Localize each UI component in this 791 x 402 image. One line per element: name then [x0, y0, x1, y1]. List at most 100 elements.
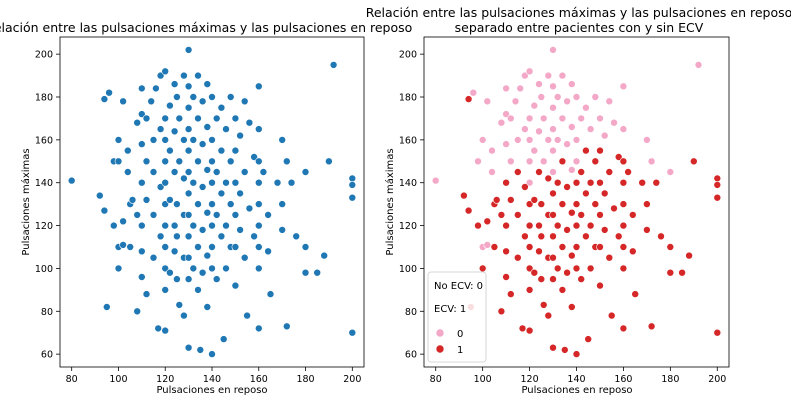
chart-right-point-ecv-1 [624, 168, 632, 176]
chart-left-x-ticks: 80 100 120 140 160 180 200 [66, 367, 361, 385]
chart-right-point-ecv-0 [525, 114, 534, 123]
chart-left-point [208, 264, 216, 273]
chart-right-point-ecv-1 [631, 290, 640, 298]
chart-right-point-ecv-1 [713, 174, 722, 183]
chart-right-point-ecv-0 [549, 146, 557, 155]
chart-right-point-ecv-1 [619, 221, 628, 230]
chart-right-point-ecv-1 [643, 200, 651, 208]
chart-left-point [203, 80, 212, 88]
chart-right-y-ticks: 60 80 100 120 140 160 180 200 [399, 50, 424, 361]
chart-right-point-ecv-1 [713, 181, 722, 189]
chart-right-point-ecv-1 [607, 311, 616, 320]
chart-left-point [203, 208, 212, 217]
chart-left-point [161, 67, 169, 76]
chart-right-point-ecv-0 [511, 97, 520, 106]
chart-right-point-ecv-0 [478, 136, 487, 144]
chart-left-y-tick-label: 100 [35, 264, 53, 275]
chart-right-point-ecv-1 [513, 253, 522, 262]
chart-right-point-ecv-1 [521, 183, 529, 191]
chart-left-point [184, 46, 193, 54]
chart-left-point [208, 136, 216, 144]
chart-left-point [184, 103, 193, 112]
chart-right-point-ecv-1 [596, 281, 604, 290]
chart-left-point [184, 253, 193, 262]
chart-left-point [184, 146, 193, 155]
chart-right-point-ecv-1 [619, 243, 628, 251]
chart-right-point-ecv-0 [577, 114, 586, 123]
chart-left-point [240, 168, 249, 176]
chart-right-point-ecv-1 [539, 301, 548, 309]
chart-right-point-ecv-1 [464, 206, 473, 215]
chart-left-point [119, 217, 127, 226]
chart-right-point-ecv-1 [544, 174, 553, 183]
chart-left-point [231, 211, 240, 219]
chart-right-point-ecv-1 [614, 153, 623, 161]
chart-right-point-ecv-1 [525, 243, 534, 251]
chart-left-point [161, 326, 169, 335]
chart-left-point [264, 247, 272, 256]
chart-right-point-ecv-1 [643, 226, 651, 234]
chart-right-point-ecv-1 [657, 232, 665, 241]
chart-left-point [149, 168, 158, 176]
chart-right-point-ecv-1 [638, 178, 647, 187]
chart-left-point [161, 178, 169, 187]
chart-left-point [184, 82, 193, 91]
chart-left-point [236, 226, 244, 234]
chart-right-y-tick-label: 120 [399, 221, 417, 232]
chart-right-x-tick-label: 160 [614, 374, 632, 385]
legend-entry-0: 0 [457, 329, 463, 340]
chart-left-point [231, 243, 240, 251]
chart-right-point-ecv-1 [537, 200, 546, 208]
chart-left-point [154, 324, 162, 333]
chart-right-point-ecv-1 [591, 200, 600, 208]
chart-left-point [243, 311, 251, 320]
chart-right-point-ecv-0 [553, 93, 562, 101]
chart-left-point [240, 97, 249, 106]
chart-left-point [348, 328, 357, 337]
chart-left-point [180, 174, 188, 183]
chart-left-point [170, 80, 179, 88]
chart-left-x-tick-label: 180 [296, 374, 314, 385]
legend-note-no-ecv: No ECV: 0 [434, 281, 483, 292]
chart-right-point-ecv-0 [610, 118, 618, 127]
chart-left-point [194, 157, 202, 166]
chart-left-x-tick-label: 120 [156, 374, 174, 385]
chart-left-point [278, 136, 287, 144]
chart-left-point [138, 247, 146, 256]
chart-right-point-ecv-1 [544, 311, 553, 320]
chart-right-point-ecv-1 [586, 264, 595, 273]
chart-left-title-line-1: Relación entre las pulsaciones máximas y… [0, 20, 412, 35]
chart-left-point [170, 127, 179, 136]
chart-right-point-ecv-1 [600, 226, 609, 234]
chart-left-point [266, 290, 275, 298]
chart-left-point [180, 311, 188, 320]
chart-right-point-ecv-1 [572, 221, 581, 230]
chart-left-point [142, 157, 151, 166]
chart-left-point [217, 103, 226, 112]
chart-right-point-ecv-0 [506, 114, 515, 123]
chart-right-point-ecv-1 [558, 286, 567, 294]
chart-right-point-ecv-1 [525, 221, 534, 230]
chart-right-point-ecv-1 [619, 200, 628, 208]
chart-right-point-ecv-0 [549, 82, 557, 91]
chart-left-point [100, 206, 109, 215]
chart-right-point-ecv-0 [497, 118, 506, 127]
chart-right-point-ecv-1 [560, 346, 569, 354]
chart-left-point [138, 140, 146, 148]
chart-right-point-ecv-0 [431, 176, 440, 185]
chart-right-point-ecv-0 [521, 125, 529, 133]
chart-left-point [196, 346, 205, 354]
chart-left-point [236, 189, 244, 198]
chart-right-point-ecv-1 [596, 178, 604, 187]
chart-right-point-ecv-1 [572, 178, 581, 187]
chart-right-point-ecv-1 [652, 178, 661, 187]
chart-left-point [259, 168, 268, 176]
chart-right-y-tick-label: 160 [399, 135, 417, 146]
chart-left-point [184, 189, 193, 198]
chart-right-point-ecv-1 [549, 211, 557, 219]
chart-left-point [142, 290, 151, 298]
chart-left-point [212, 275, 221, 283]
chart-left-point [175, 301, 184, 309]
chart-left-point [173, 232, 181, 241]
chart-right-point-ecv-1 [666, 268, 675, 277]
